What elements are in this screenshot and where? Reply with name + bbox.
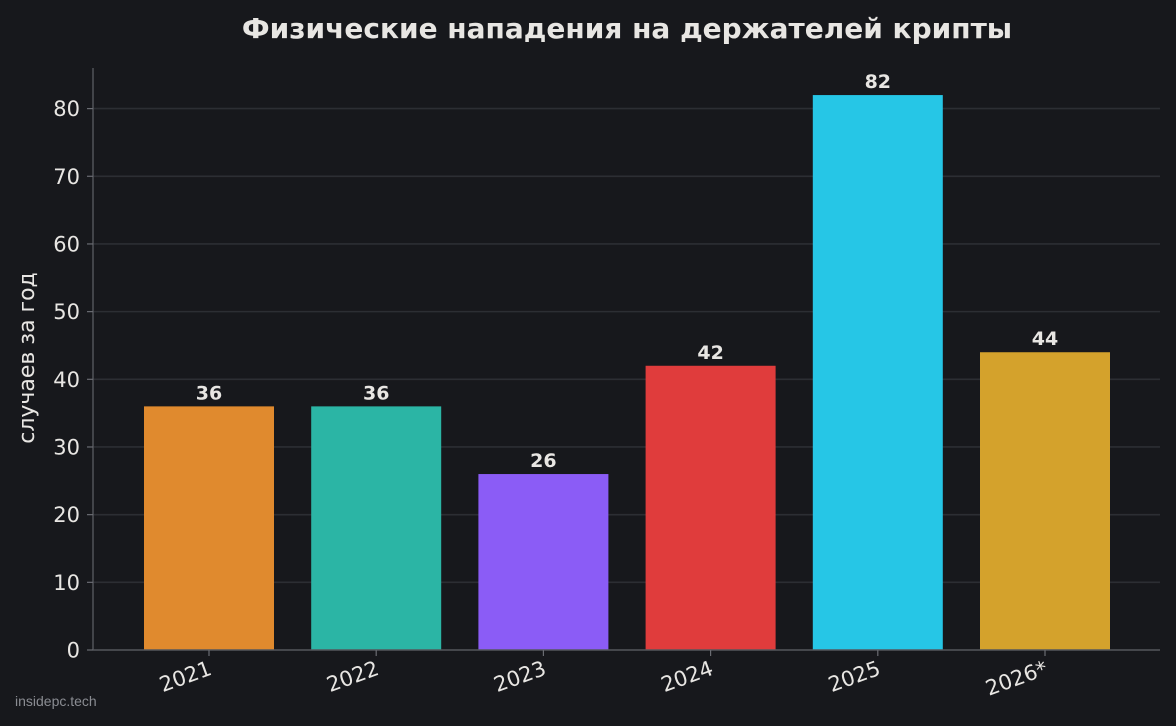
x-tick-label: 2021 bbox=[156, 656, 214, 697]
y-tick-label: 0 bbox=[67, 639, 80, 663]
bar bbox=[478, 474, 609, 650]
value-label: 26 bbox=[530, 450, 556, 472]
y-tick-label: 80 bbox=[53, 97, 80, 121]
watermark: insidepc.tech bbox=[15, 693, 97, 709]
bar bbox=[645, 365, 776, 650]
x-tick-label: 2022 bbox=[323, 656, 381, 697]
value-label: 42 bbox=[697, 342, 723, 364]
bars bbox=[144, 95, 1110, 651]
x-ticks: 2021 2022 2023 2024 2025 2026* bbox=[156, 650, 1051, 701]
y-tick-label: 40 bbox=[53, 368, 80, 392]
y-tick-label: 20 bbox=[53, 503, 80, 527]
chart-title: Физические нападения на держателей крипт… bbox=[242, 12, 1012, 45]
x-tick-label: 2026* bbox=[982, 656, 1050, 700]
bar bbox=[812, 95, 943, 651]
y-tick-label: 30 bbox=[53, 435, 80, 459]
y-tick-label: 50 bbox=[53, 300, 80, 324]
value-label: 44 bbox=[1032, 328, 1058, 350]
y-tick-label: 70 bbox=[53, 165, 80, 189]
y-axis-label: случаев за год bbox=[15, 272, 40, 444]
x-tick-label: 2024 bbox=[658, 656, 716, 697]
axes bbox=[92, 68, 1160, 651]
value-label: 36 bbox=[363, 382, 389, 404]
value-labels: 36 36 26 42 82 44 bbox=[196, 71, 1058, 472]
bar bbox=[311, 406, 442, 650]
y-tick-label: 10 bbox=[53, 571, 80, 595]
bar bbox=[144, 406, 274, 650]
bar bbox=[980, 352, 1110, 650]
value-label: 36 bbox=[196, 382, 222, 404]
y-tick-label: 60 bbox=[53, 232, 80, 256]
value-label: 82 bbox=[865, 71, 891, 93]
x-tick-label: 2023 bbox=[491, 656, 549, 697]
x-tick-label: 2025 bbox=[825, 656, 883, 697]
y-ticks: 0 10 20 30 40 50 60 70 80 bbox=[53, 97, 93, 663]
